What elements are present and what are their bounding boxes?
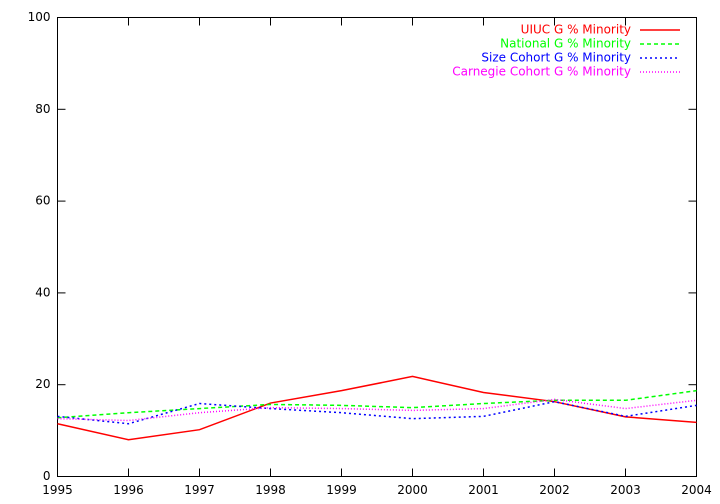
y-tick-label: 100 [28,10,51,24]
y-tick-label: 80 [35,102,50,116]
x-tick-label: 2002 [539,483,570,497]
legend-label: National G % Minority [500,37,631,51]
series-line [57,400,697,425]
legend-label: Carnegie Cohort G % Minority [452,65,631,79]
series-line [57,375,697,441]
y-tick-label: 40 [35,285,50,299]
x-tick-label: 1997 [184,483,215,497]
legend-label: Size Cohort G % Minority [481,51,631,65]
x-tick-label: 2004 [681,483,712,497]
legend-label: UIUC G % Minority [521,23,631,37]
x-tick-label: 1999 [326,483,357,497]
y-tick-label: 0 [43,469,51,483]
series-line [57,398,697,422]
x-tick-label: 2000 [397,483,428,497]
plot-frame [57,17,697,477]
x-tick-label: 1996 [113,483,144,497]
x-tick-label: 1995 [42,483,73,497]
x-tick-label: 2001 [468,483,499,497]
x-tick-label: 1998 [255,483,286,497]
y-tick-label: 60 [35,194,50,208]
y-tick-label: 20 [35,377,50,391]
series-line [57,389,697,419]
x-tick-label: 2003 [610,483,641,497]
